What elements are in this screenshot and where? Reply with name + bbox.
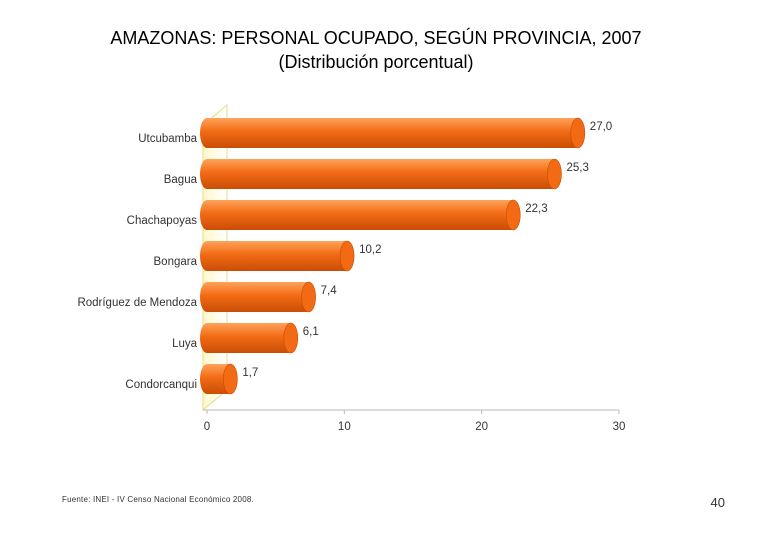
x-tick-label: 20 — [475, 421, 488, 433]
value-label: 1,7 — [242, 367, 258, 379]
source-note: Fuente: INEI - IV Censo Nacional Económi… — [62, 495, 254, 504]
category-label: Utcubamba — [138, 133, 197, 145]
bar-end-cap — [223, 363, 238, 395]
value-label: 6,1 — [303, 326, 319, 338]
category-label: Luya — [172, 338, 198, 350]
bar-end-cap — [505, 199, 521, 231]
bar-bongara — [200, 241, 355, 271]
bar-end-cap — [339, 240, 355, 272]
bar-chachapoyas — [200, 200, 521, 230]
value-label: 27,0 — [590, 121, 612, 133]
bar-utcubamba — [200, 118, 585, 148]
value-label: 22,3 — [525, 203, 547, 215]
bar-end-cap — [283, 322, 299, 354]
x-tick-label: 0 — [204, 421, 210, 433]
chart-subtitle: (Distribución porcentual) — [278, 52, 474, 72]
category-label: Rodríguez de Mendoza — [77, 297, 197, 309]
value-label: 10,2 — [359, 244, 381, 256]
bar-bagua — [200, 159, 562, 189]
category-label: Bongara — [154, 256, 198, 268]
x-tick-label: 10 — [338, 421, 351, 433]
page-number: 40 — [710, 495, 725, 510]
bar-end-cap — [301, 281, 316, 313]
bar-end-cap — [570, 117, 586, 149]
category-label: Bagua — [164, 174, 198, 186]
bar-rodr-guez-de-mendoza — [200, 282, 316, 312]
category-label: Chachapoyas — [127, 215, 198, 227]
x-tick-label: 30 — [613, 421, 626, 433]
chart-title-block: AMAZONAS: PERSONAL OCUPADO, SEGÚN PROVIN… — [0, 26, 752, 74]
bar-luya — [200, 323, 298, 353]
value-label: 7,4 — [321, 285, 338, 297]
category-label: Condorcanqui — [125, 379, 197, 391]
chart-title: AMAZONAS: PERSONAL OCUPADO, SEGÚN PROVIN… — [110, 28, 642, 48]
value-label: 25,3 — [566, 162, 588, 174]
bar-end-cap — [547, 158, 562, 190]
